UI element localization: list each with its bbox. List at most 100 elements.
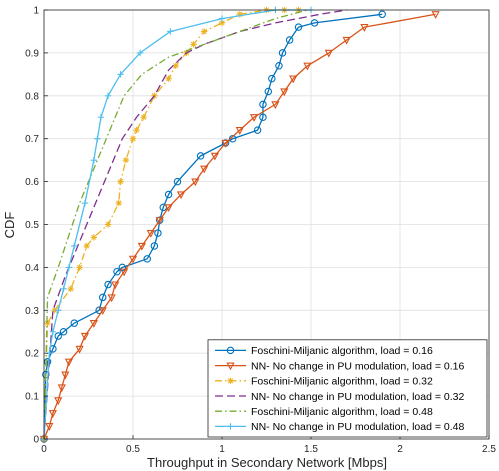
data-point — [119, 268, 129, 277]
data-point — [275, 62, 283, 70]
data-point — [45, 423, 54, 431]
legend-label: NN- No change in PU modulation, load = 0… — [251, 421, 464, 433]
y-tick-label: 0.1 — [25, 392, 39, 403]
legend-entry: NN- No change in PU modulation, load = 0… — [215, 360, 464, 372]
data-point — [97, 114, 105, 121]
data-point — [61, 371, 70, 380]
data-point — [83, 242, 90, 250]
data-point — [342, 36, 351, 45]
data-point — [154, 229, 162, 237]
axes: 0 0.5 1 1.5 2 2.5 0 0.1 0.2 0.3 0.4 0.5 0.6 0.7 0.8 0.9… — [25, 6, 496, 456]
data-point — [122, 156, 130, 164]
data-point — [89, 320, 98, 328]
data-point — [140, 114, 147, 121]
x-axis-title: Throughput in Secondary Network [Mbps] — [147, 455, 387, 470]
data-point — [201, 28, 208, 35]
data-point — [57, 384, 66, 393]
y-tick-label: 0.4 — [25, 263, 39, 274]
plot-frame — [43, 9, 490, 440]
data-point — [236, 11, 243, 18]
data-point — [271, 101, 280, 110]
legend-entry: Foschini-Miljanic algorithm, load = 0.16 — [215, 345, 433, 357]
y-tick-label: 0.8 — [25, 91, 39, 102]
data-point — [172, 62, 179, 69]
data-point — [285, 36, 294, 44]
legend-label: Foschini-Miljanic algorithm, load = 0.48 — [251, 406, 433, 418]
legend-label: NN- No change in PU modulation, load = 0… — [251, 360, 464, 372]
data-point — [294, 23, 303, 31]
data-point — [268, 74, 276, 83]
data-point — [280, 88, 289, 97]
data-point — [98, 307, 107, 316]
data-point — [176, 191, 186, 200]
data-point — [94, 135, 101, 142]
data-point — [111, 281, 120, 290]
data-point — [75, 345, 84, 354]
legend-entry: Foschini-Miljanic algorithm, load = 0.32 — [215, 376, 433, 388]
x-tick-label: 1 — [219, 444, 225, 455]
data-point — [431, 11, 440, 19]
data-point — [210, 152, 219, 161]
y-tick-label: 1 — [33, 6, 39, 17]
data-point — [113, 267, 121, 276]
legend-entry: Foschini-Miljanic algorithm, load = 0.48 — [215, 406, 433, 418]
data-point — [76, 264, 83, 271]
series-line — [43, 13, 436, 440]
data-point — [90, 234, 98, 241]
legend: Foschini-Miljanic algorithm, load = 0.16… — [207, 339, 488, 438]
data-point — [226, 346, 235, 355]
y-tick-label: 0.6 — [25, 177, 39, 188]
data-point — [360, 24, 369, 32]
data-point — [235, 127, 244, 135]
data-point — [200, 165, 209, 174]
data-point — [48, 410, 58, 418]
data-point — [81, 199, 89, 207]
data-point — [65, 264, 73, 271]
data-point — [128, 255, 138, 264]
data-point — [378, 10, 386, 19]
data-point — [289, 75, 298, 84]
legend-entry: NN- No change in PU modulation, load = 0… — [215, 421, 464, 433]
data-point — [164, 190, 173, 199]
data-point — [117, 71, 124, 78]
y-tick-label: 0.7 — [25, 134, 39, 145]
x-tick-label: 2.5 — [482, 444, 496, 455]
data-point — [54, 397, 63, 406]
data-point — [278, 49, 287, 57]
series-2 — [39, 11, 440, 444]
y-tick-label: 0 — [33, 435, 39, 446]
data-point — [118, 263, 127, 272]
x-tick-label: 0.5 — [126, 444, 140, 455]
data-point — [44, 319, 51, 327]
data-point — [64, 358, 74, 367]
data-point — [196, 152, 205, 160]
data-point — [136, 49, 144, 57]
y-axis-title: CDF — [2, 212, 17, 239]
series-line — [43, 9, 311, 440]
data-point — [253, 126, 262, 134]
data-point — [107, 294, 116, 303]
series-line — [43, 9, 308, 440]
series-line — [43, 9, 347, 440]
data-point — [324, 49, 333, 58]
data-point — [70, 319, 79, 327]
data-point — [104, 221, 112, 228]
legend-box — [207, 339, 488, 438]
x-tick-label: 1.5 — [304, 444, 318, 455]
y-tick-label: 0.5 — [25, 220, 39, 231]
data-point — [115, 199, 122, 207]
data-point — [191, 178, 200, 187]
data-point — [51, 307, 58, 314]
legend-label: Foschini-Miljanic algorithm, load = 0.32 — [251, 376, 433, 388]
data-point — [98, 293, 107, 302]
data-point — [104, 92, 112, 99]
data-point — [165, 75, 172, 82]
legend-label: Foschini-Miljanic algorithm, load = 0.16 — [251, 345, 433, 357]
data-point — [54, 332, 62, 340]
data-point — [259, 100, 267, 109]
legend-label: NN- No change in PU modulation, load = 0… — [251, 391, 464, 403]
data-point — [164, 204, 173, 213]
data-point — [227, 423, 234, 430]
data-point — [59, 327, 68, 336]
